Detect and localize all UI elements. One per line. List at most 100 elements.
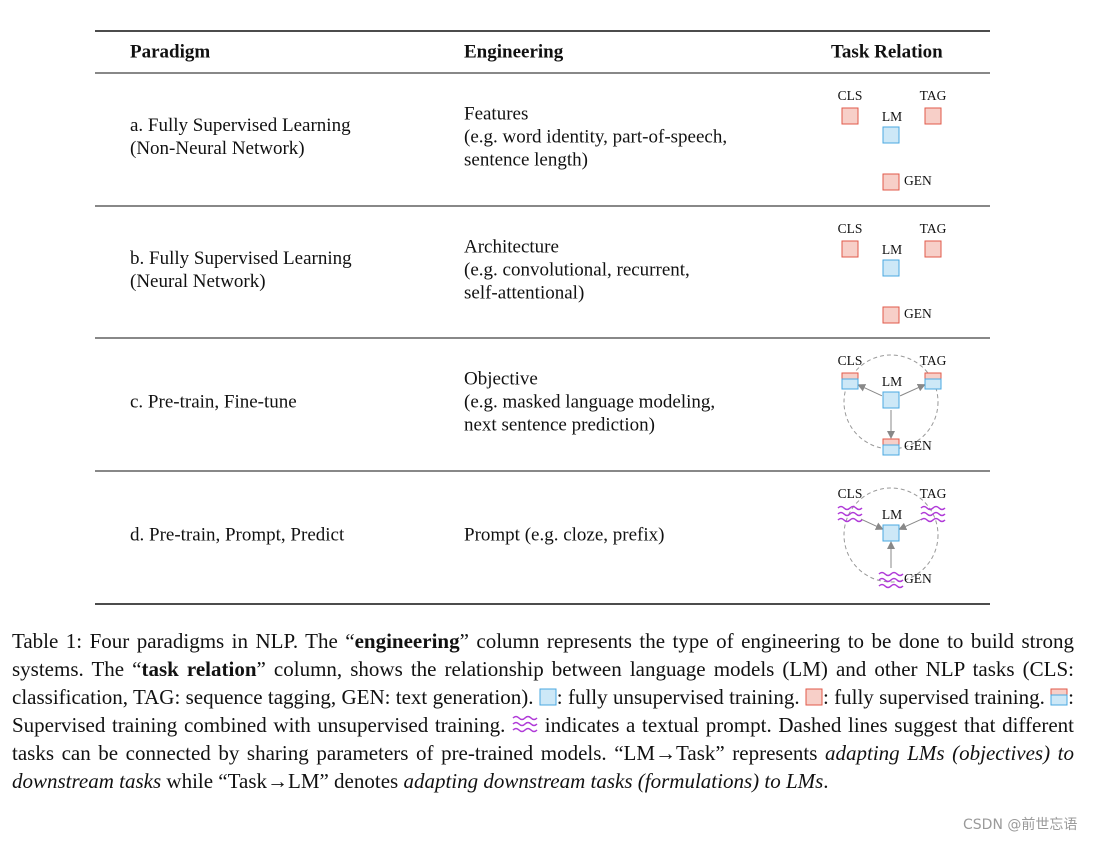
caption-italic: adapting downstream tasks (formulations)… — [403, 769, 824, 793]
caption-text: ” column, shows the relationship between… — [12, 657, 1074, 709]
wave — [920, 505, 946, 511]
wave — [837, 511, 863, 517]
column-header: Task Relation — [831, 41, 943, 62]
task-box — [882, 438, 900, 456]
column-header: Engineering — [464, 41, 564, 62]
arrow — [899, 383, 926, 397]
engineering-text: (e.g. convolutional, recurrent, — [464, 259, 690, 280]
task-label: CLS — [838, 221, 863, 236]
engineering-text: next sentence prediction) — [464, 414, 655, 435]
split-box-icon — [1050, 688, 1068, 706]
box — [841, 378, 859, 390]
engineering-text: Objective — [464, 368, 538, 389]
task-box — [882, 126, 900, 144]
task-box — [924, 372, 942, 390]
table: Paradigm Engineering Task Relation a. Fully… — [95, 30, 990, 605]
box — [924, 378, 942, 390]
box — [882, 444, 900, 456]
wave — [920, 511, 946, 517]
arrow — [857, 384, 883, 397]
caption-text: Table 1: Four paradigms in NLP. The “ — [12, 629, 355, 653]
wave — [837, 505, 863, 511]
caption: Table 1: Four paradigms in NLP. The “eng… — [12, 627, 1074, 795]
engineering-text: sentence length) — [464, 149, 588, 170]
arrow — [898, 518, 923, 531]
task-box — [841, 107, 859, 125]
box — [882, 126, 900, 144]
caption-text: indicates a textual prompt. Dashed lines… — [12, 713, 1074, 765]
task-box — [924, 107, 942, 125]
prompt-wave — [837, 505, 863, 523]
caption-bold: task relation — [141, 657, 257, 681]
box — [882, 306, 900, 324]
box — [882, 259, 900, 277]
wave — [878, 571, 904, 577]
task-box — [882, 306, 900, 324]
task-box — [882, 524, 900, 542]
paradigm-text: a. Fully Supervised Learning — [130, 115, 351, 136]
box — [924, 107, 942, 125]
box — [882, 391, 900, 409]
task-box — [882, 391, 900, 409]
watermark: CSDN @前世忘语 — [963, 817, 1078, 833]
caption-bold: engineering — [354, 629, 460, 653]
engineering-text: (e.g. word identity, part-of-speech, — [464, 126, 727, 147]
box — [882, 173, 900, 191]
task-label: CLS — [838, 353, 863, 368]
task-label: GEN — [904, 438, 932, 453]
task-label: TAG — [920, 221, 947, 236]
task-label: CLS — [838, 88, 863, 103]
task-box — [920, 505, 946, 523]
wave — [878, 583, 904, 589]
task-label: LM — [882, 242, 902, 257]
engineering-text: Architecture — [464, 236, 559, 257]
paradigm-text: c. Pre-train, Fine-tune — [130, 391, 297, 412]
caption-italic: adapting LMs (objectives) to downstream … — [12, 741, 1075, 793]
caption-text: . — [823, 769, 829, 793]
paradigm-text: b. Fully Supervised Learning — [130, 248, 352, 269]
share-circle — [843, 487, 939, 583]
box — [841, 240, 859, 258]
task-box — [882, 259, 900, 277]
task-label: TAG — [920, 486, 947, 501]
box — [841, 372, 859, 380]
prompt-wave — [878, 571, 904, 589]
box — [841, 107, 859, 125]
caption-text: : fully supervised training. — [822, 685, 1051, 709]
task-label: GEN — [904, 306, 932, 321]
engineering-text: (e.g. masked language modeling, — [464, 391, 715, 412]
task-label: CLS — [838, 486, 863, 501]
box — [882, 524, 900, 542]
task-label: LM — [882, 109, 902, 124]
paradigm-text: (Non-Neural Network) — [130, 138, 305, 159]
task-label: LM — [882, 507, 902, 522]
caption-text: ” column represents the type of engineer… — [12, 629, 1074, 681]
engineering-text: Prompt (e.g. cloze, prefix) — [464, 524, 664, 545]
box — [882, 438, 900, 446]
task-box — [841, 372, 859, 390]
wave — [837, 517, 863, 523]
prompt-wave — [920, 505, 946, 523]
prompt-icon — [512, 715, 538, 733]
wave — [920, 517, 946, 523]
task-label: LM — [882, 374, 902, 389]
task-box — [924, 240, 942, 258]
blue-box-icon — [539, 688, 557, 706]
task-label: GEN — [904, 571, 932, 586]
box — [924, 240, 942, 258]
engineering-text: Features — [464, 103, 528, 124]
task-label: TAG — [920, 88, 947, 103]
column-header: Paradigm — [130, 41, 210, 62]
caption-text: : Supervised training combined with unsu… — [12, 685, 1074, 737]
task-box — [878, 571, 904, 589]
paradigm-text: (Neural Network) — [130, 271, 266, 292]
task-label: GEN — [904, 173, 932, 188]
wave — [878, 577, 904, 583]
red-box-icon — [805, 688, 823, 706]
task-box — [841, 240, 859, 258]
task-box — [837, 505, 863, 523]
arrow — [860, 518, 884, 530]
caption-text: : fully unsupervised training. — [556, 685, 805, 709]
box — [924, 372, 942, 380]
